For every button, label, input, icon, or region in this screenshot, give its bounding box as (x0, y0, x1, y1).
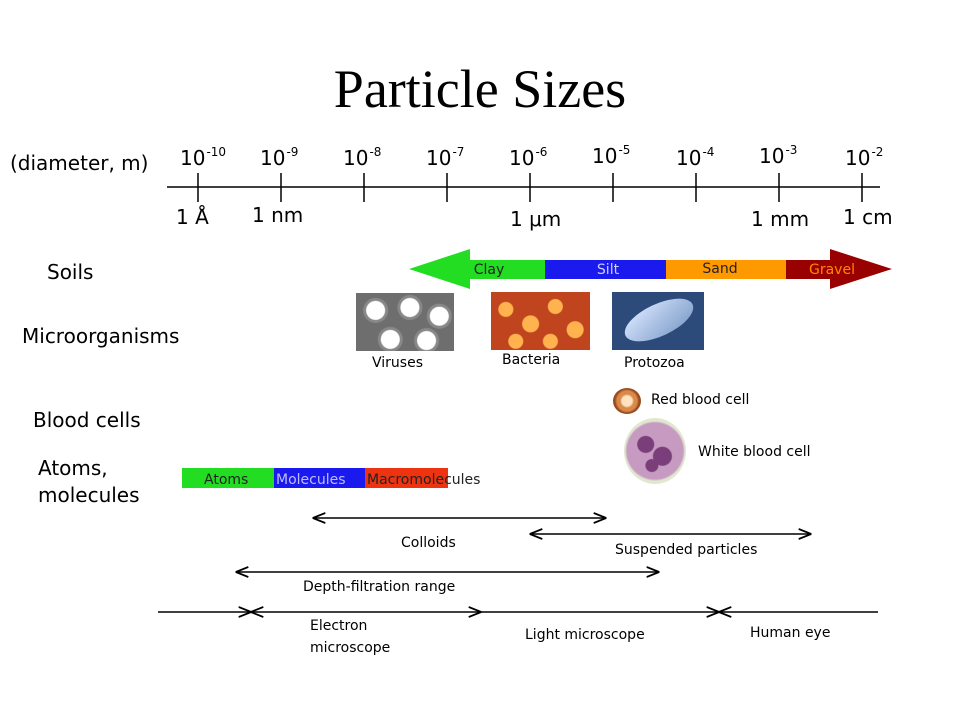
row-label-microorganisms: Microorganisms (22, 324, 180, 348)
row-label-molecules: molecules (38, 483, 140, 507)
soil-label-silt: Silt (596, 262, 620, 278)
unit-millimeter: 1 mm (751, 207, 810, 231)
viruses-image (356, 293, 454, 351)
protozoa-label: Protozoa (624, 355, 685, 371)
soil-band-gravel (786, 249, 892, 289)
red-blood-cell-image (613, 388, 641, 414)
protozoa-image (612, 292, 704, 350)
tick-label-1e-8: 10-8 (343, 145, 382, 170)
soil-label-gravel: Gravel (809, 262, 855, 278)
soil-label-clay: Clay (473, 262, 505, 278)
soil-band-silt (545, 260, 666, 279)
macromolecules-label: Macromolecules (367, 472, 481, 488)
tick-label-1e-2: 10-2 (845, 145, 884, 170)
macromolecules-band (365, 468, 448, 488)
tick-label-1e-7: 10-7 (426, 145, 465, 170)
axis-label: (diameter, m) (10, 151, 149, 175)
bacteria-image (491, 292, 590, 350)
colloids-label: Colloids (401, 535, 456, 551)
soil-band-sand (666, 260, 786, 279)
soil-band-clay (409, 249, 545, 289)
bacteria-label: Bacteria (502, 352, 561, 368)
molecules-label: Molecules (276, 472, 346, 488)
row-label-atoms: Atoms, (38, 456, 108, 480)
electron-microscope-label-line1: Electron (310, 618, 368, 634)
unit-micrometer: 1 μm (510, 207, 562, 231)
human-eye-label: Human eye (750, 625, 831, 641)
row-label-blood-cells: Blood cells (33, 408, 141, 432)
atoms-band (182, 468, 274, 488)
white-blood-cell-label: White blood cell (698, 444, 811, 460)
light-microscope-label: Light microscope (525, 627, 645, 643)
tick-label-1e-6: 10-6 (509, 145, 548, 170)
electron-microscope-label-line2: microscope (310, 640, 391, 656)
depth-filtration-label: Depth-filtration range (303, 579, 456, 595)
unit-nanometer: 1 nm (252, 203, 304, 227)
unit-angstrom: 1 Å (176, 205, 209, 229)
viruses-label: Viruses (372, 355, 423, 371)
red-blood-cell-label: Red blood cell (651, 392, 750, 408)
tick-label-1e-9: 10-9 (260, 145, 299, 170)
tick-label-1e-10: 10-10 (180, 145, 227, 170)
white-blood-cell-image (624, 418, 686, 484)
row-label-soils: Soils (47, 260, 94, 284)
tick-label-1e-3: 10-3 (759, 143, 798, 168)
suspended-particles-label: Suspended particles (615, 542, 758, 558)
soil-label-sand: Sand (702, 261, 738, 277)
tick-label-1e-4: 10-4 (676, 145, 715, 170)
atoms-label: Atoms (204, 472, 249, 488)
molecules-band (274, 468, 365, 488)
page-title: Particle Sizes (333, 59, 627, 119)
tick-label-1e-5: 10-5 (592, 143, 631, 168)
unit-centimeter: 1 cm (843, 205, 893, 229)
